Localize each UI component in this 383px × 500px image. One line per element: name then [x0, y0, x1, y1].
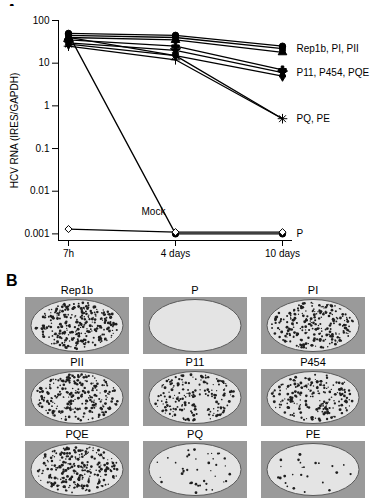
svg-text:PI: PI — [308, 284, 318, 296]
svg-text:PE: PE — [306, 428, 321, 440]
svg-text:0.1: 0.1 — [36, 143, 50, 154]
svg-text:10: 10 — [38, 57, 50, 68]
svg-text:PQ, PE: PQ, PE — [297, 113, 331, 124]
svg-text:PII: PII — [70, 356, 83, 368]
svg-text:100: 100 — [33, 15, 50, 26]
svg-text:P: P — [191, 284, 198, 296]
svg-text:Rep1b, PI, PII: Rep1b, PI, PII — [297, 43, 359, 54]
html-text:A: A — [6, 2, 18, 19]
svg-text:0.001: 0.001 — [24, 228, 49, 239]
svg-text:HCV RNA (IRES/GAPDH): HCV RNA (IRES/GAPDH) — [9, 73, 20, 189]
svg-text:7h: 7h — [63, 248, 74, 259]
svg-text:PQE: PQE — [65, 428, 88, 440]
svg-text:PQ: PQ — [187, 428, 203, 440]
svg-text:0.01: 0.01 — [30, 185, 50, 196]
svg-text:P11, P454, PQE: P11, P454, PQE — [297, 67, 370, 78]
svg-text:P: P — [297, 228, 304, 239]
html-text:B: B — [6, 272, 18, 289]
svg-text:Mock: Mock — [142, 206, 167, 217]
svg-text:Rep1b: Rep1b — [61, 284, 93, 296]
svg-text:10 days: 10 days — [265, 248, 300, 259]
svg-text:1: 1 — [44, 100, 50, 111]
svg-text:P454: P454 — [300, 356, 326, 368]
svg-text:4 days: 4 days — [161, 248, 190, 259]
svg-text:P11: P11 — [186, 356, 205, 368]
